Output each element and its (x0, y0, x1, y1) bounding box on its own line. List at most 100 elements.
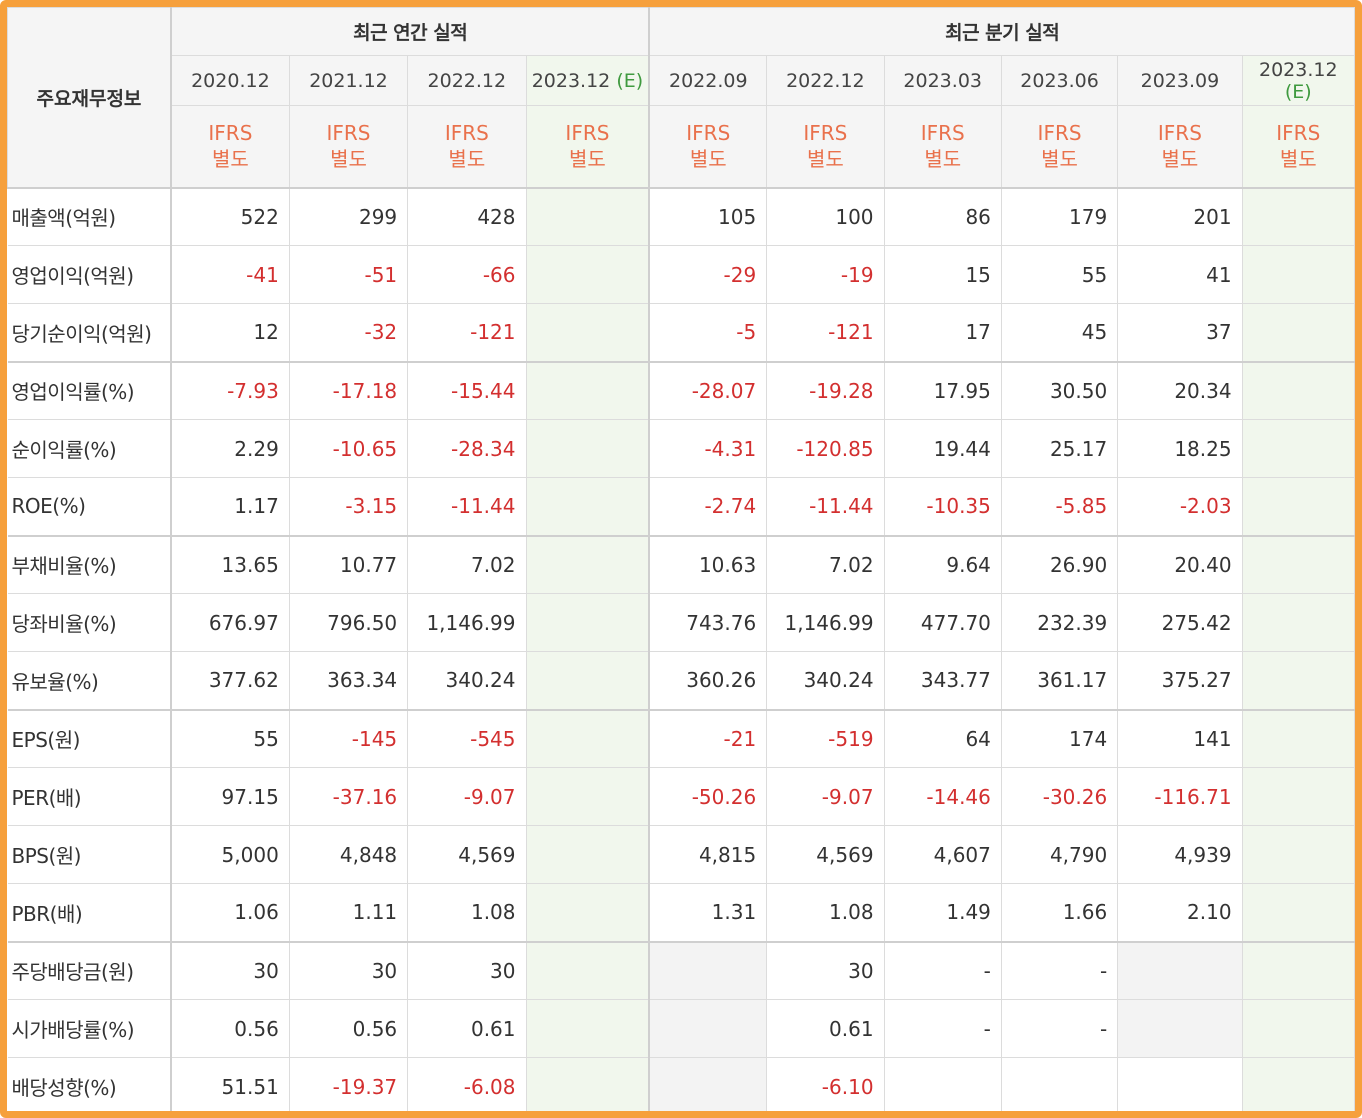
basis-type: 별도 (1041, 147, 1078, 172)
table-cell: 477.70 (884, 593, 1002, 652)
table-cell: - (884, 941, 1002, 1000)
table-cell: -28.07 (649, 361, 768, 420)
table-cell: -41 (170, 245, 290, 304)
table-cell (1242, 1057, 1355, 1111)
table-cell: -21 (649, 709, 768, 768)
table-cell: 30 (407, 941, 527, 1000)
table-row: 유보율(%) 377.62 363.34 340.24 360.26 340.24 343.… (7, 651, 1355, 711)
table-cell: 377.62 (170, 651, 290, 711)
table-cell (649, 999, 768, 1058)
table-cell: 361.17 (1001, 651, 1119, 711)
table-cell (526, 709, 651, 768)
table-cell: -32 (289, 303, 409, 363)
row-label: PER(배) (7, 767, 172, 826)
period-label: 2021.12 (309, 69, 388, 92)
table-row: 부채비율(%) 13.65 10.77 7.02 10.63 7.02 9.64 26.90 2… (7, 535, 1355, 594)
basis-type: 별도 (211, 147, 249, 172)
basis-type: 별도 (924, 147, 962, 172)
table-row: 영업이익(억원) -41 -51 -66 -29 -19 15 55 41 (7, 245, 1355, 304)
table-cell: -5 (649, 303, 768, 363)
table-cell (526, 767, 651, 826)
table-cell: -19 (766, 245, 885, 304)
row-label: 주당배당금(원) (7, 941, 172, 1000)
table-cell (526, 883, 651, 943)
table-cell (1242, 941, 1355, 1000)
table-cell (1242, 767, 1355, 826)
table-cell: -30.26 (1001, 767, 1119, 826)
table-cell: 743.76 (649, 593, 768, 652)
basis-type: 별도 (689, 147, 727, 172)
table-cell: 41 (1117, 245, 1243, 304)
period-label: 2023.03 (903, 69, 982, 92)
table-cell (649, 1057, 768, 1111)
table-cell (526, 999, 651, 1058)
basis-header-5: IFRS 별도 (766, 105, 885, 189)
table-cell: 2.29 (170, 419, 290, 478)
table-cell: 30 (766, 941, 885, 1000)
table-cell: -9.07 (766, 767, 885, 826)
row-label: 영업이익률(%) (7, 361, 172, 420)
table-cell (1242, 883, 1355, 943)
basis-header-1: IFRS 별도 (288, 105, 409, 189)
table-cell (1242, 419, 1355, 478)
table-cell: 97.15 (170, 767, 290, 826)
table-cell: 1,146.99 (407, 593, 527, 652)
table-cell: -116.71 (1117, 767, 1243, 826)
table-cell: 375.27 (1117, 651, 1243, 711)
basis-type: 별도 (569, 147, 606, 172)
table-cell: 299 (289, 187, 409, 246)
table-cell (1242, 651, 1355, 711)
table-cell (1117, 1057, 1243, 1111)
table-cell (1242, 535, 1355, 594)
table-cell: -7.93 (170, 361, 290, 420)
table-cell: 51.51 (170, 1057, 290, 1111)
table-cell (526, 303, 651, 363)
table-cell: 428 (407, 187, 527, 246)
basis-header-3: IFRS 별도 (525, 105, 651, 189)
table-cell: -121 (407, 303, 527, 363)
table-cell (526, 941, 651, 1000)
table-cell: 30 (170, 941, 290, 1000)
table-cell (526, 361, 651, 420)
table-cell: 232.39 (1001, 593, 1119, 652)
table-cell: 1.31 (649, 883, 768, 943)
basis-standard: IFRS (1157, 121, 1202, 146)
period-label: 2023.12 (1259, 58, 1338, 81)
table-cell: -121 (766, 303, 885, 363)
table-cell: 1.11 (289, 883, 409, 943)
period-label: 2020.12 (191, 69, 270, 92)
table-cell (1242, 825, 1355, 884)
table-cell (1242, 999, 1355, 1058)
table-row: 주당배당금(원) 30 30 30 30- - (7, 941, 1355, 1000)
table-cell: 10.63 (649, 535, 768, 594)
basis-header-9: IFRS 별도 (1241, 105, 1355, 189)
table-cell (526, 535, 651, 594)
annual-results-header: 최근 연간 실적 (170, 7, 651, 56)
table-cell: -6.08 (407, 1057, 527, 1111)
basis-standard: IFRS (803, 121, 848, 146)
basis-standard: IFRS (1037, 121, 1082, 146)
estimate-mark: (E) (1284, 80, 1312, 103)
basis-standard: IFRS (326, 121, 371, 146)
table-cell: -4.31 (649, 419, 768, 478)
basis-type: 별도 (1161, 147, 1199, 172)
table-cell: 7.02 (407, 535, 527, 594)
table-cell: 4,848 (289, 825, 409, 884)
table-cell: 179 (1001, 187, 1119, 246)
basis-header-2: IFRS 별도 (407, 105, 527, 189)
table-cell: 0.61 (407, 999, 527, 1058)
period-header-0: 2020.12 (170, 55, 290, 106)
basis-type: 별도 (806, 147, 844, 172)
table-cell (1242, 245, 1355, 304)
table-cell (1242, 187, 1355, 246)
table-cell: 4,569 (766, 825, 885, 884)
table-cell (1242, 593, 1355, 652)
table-cell: 0.56 (170, 999, 290, 1058)
table-cell (884, 1057, 1002, 1111)
table-cell: -545 (407, 709, 527, 768)
table-cell: 1.08 (766, 883, 885, 943)
table-cell: -19.37 (289, 1057, 409, 1111)
row-label: 당좌비율(%) (7, 593, 172, 652)
period-header-5: 2022.12 (766, 55, 885, 106)
table-cell: -17.18 (289, 361, 409, 420)
